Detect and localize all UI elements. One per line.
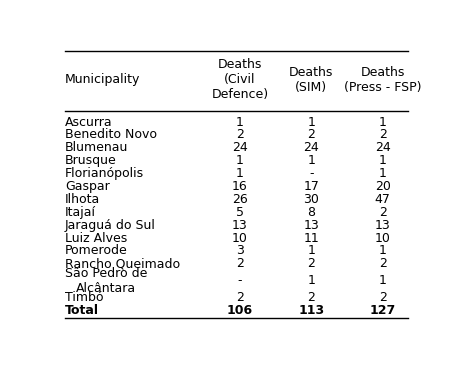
Text: 2: 2 — [236, 257, 244, 270]
Text: 1: 1 — [379, 116, 387, 128]
Text: Benedito Novo: Benedito Novo — [65, 128, 157, 141]
Text: 2: 2 — [236, 128, 244, 141]
Text: Ilhota: Ilhota — [65, 193, 100, 206]
Text: -: - — [237, 274, 242, 287]
Text: 1: 1 — [307, 116, 315, 128]
Text: Itajaí: Itajaí — [65, 206, 96, 219]
Text: Deaths
(Civil
Defence): Deaths (Civil Defence) — [211, 58, 268, 101]
Text: 2: 2 — [307, 291, 315, 304]
Text: 24: 24 — [232, 141, 248, 154]
Text: Jaraguá do Sul: Jaraguá do Sul — [65, 219, 156, 232]
Text: 2: 2 — [379, 291, 387, 304]
Text: 2: 2 — [236, 291, 244, 304]
Text: 16: 16 — [232, 180, 248, 193]
Text: 30: 30 — [303, 193, 319, 206]
Text: 1: 1 — [379, 274, 387, 287]
Text: 13: 13 — [375, 219, 390, 232]
Text: 13: 13 — [232, 219, 248, 232]
Text: Total: Total — [65, 304, 99, 317]
Text: 10: 10 — [375, 231, 390, 245]
Text: 24: 24 — [303, 141, 319, 154]
Text: Brusque: Brusque — [65, 154, 117, 167]
Text: 8: 8 — [307, 206, 315, 219]
Text: Luiz Alves: Luiz Alves — [65, 231, 127, 245]
Text: 1: 1 — [307, 154, 315, 167]
Text: 1: 1 — [379, 244, 387, 258]
Text: 1: 1 — [307, 244, 315, 258]
Text: 3: 3 — [236, 244, 244, 258]
Text: Gaspar: Gaspar — [65, 180, 110, 193]
Text: 2: 2 — [379, 206, 387, 219]
Text: 2: 2 — [379, 128, 387, 141]
Text: Timbó: Timbó — [65, 291, 103, 304]
Text: 24: 24 — [375, 141, 390, 154]
Text: 47: 47 — [375, 193, 390, 206]
Text: 10: 10 — [232, 231, 248, 245]
Text: 2: 2 — [379, 257, 387, 270]
Text: 1: 1 — [307, 274, 315, 287]
Text: 13: 13 — [303, 219, 319, 232]
Text: Deaths
(SIM): Deaths (SIM) — [289, 66, 333, 93]
Text: 1: 1 — [379, 167, 387, 180]
Text: 26: 26 — [232, 193, 248, 206]
Text: São Pedro de
Alcântara: São Pedro de Alcântara — [65, 267, 147, 295]
Text: 1: 1 — [236, 116, 244, 128]
Text: 127: 127 — [370, 304, 396, 317]
Text: 2: 2 — [307, 128, 315, 141]
Text: -: - — [309, 167, 313, 180]
Text: 1: 1 — [236, 154, 244, 167]
Text: 1: 1 — [236, 167, 244, 180]
Text: 1: 1 — [379, 154, 387, 167]
Text: 20: 20 — [375, 180, 390, 193]
Text: 106: 106 — [227, 304, 253, 317]
Text: Deaths
(Press - FSP): Deaths (Press - FSP) — [344, 66, 421, 93]
Text: 113: 113 — [298, 304, 325, 317]
Text: Florianópolis: Florianópolis — [65, 167, 144, 180]
Text: 17: 17 — [303, 180, 319, 193]
Text: 2: 2 — [307, 257, 315, 270]
Text: Ascurra: Ascurra — [65, 116, 112, 128]
Text: Pomerode: Pomerode — [65, 244, 128, 258]
Text: Rancho Queimado: Rancho Queimado — [65, 257, 180, 270]
Text: Blumenau: Blumenau — [65, 141, 128, 154]
Text: 5: 5 — [236, 206, 244, 219]
Text: 11: 11 — [303, 231, 319, 245]
Text: Municipality: Municipality — [65, 73, 140, 86]
